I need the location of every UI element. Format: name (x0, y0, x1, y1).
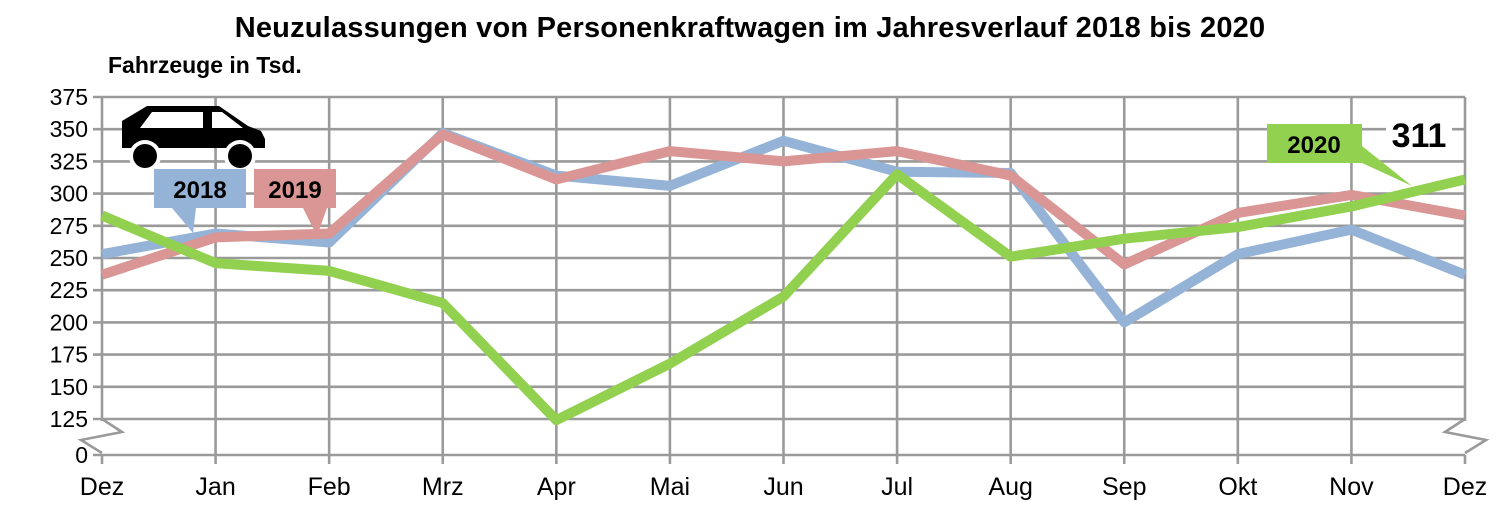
y-tick-label: 0 (75, 442, 88, 468)
callout-box-2020 (1267, 124, 1362, 163)
x-tick-label: Mrz (422, 473, 464, 501)
car-front-window (212, 112, 243, 128)
x-tick-label: Feb (308, 473, 351, 501)
x-tick-label: Apr (537, 473, 576, 501)
callout-label-2019: 2019 (268, 177, 321, 204)
series-line-2020 (100, 169, 1467, 426)
callout-box-2018 (154, 169, 246, 208)
end-value-backdrop (1386, 114, 1452, 152)
car-wheel (133, 144, 157, 168)
x-tick-label: Dez (80, 473, 124, 501)
x-tick-label: Okt (1218, 473, 1257, 501)
end-value-label: 311 (1392, 117, 1447, 155)
callout-pointer-2018 (172, 208, 196, 233)
series-line-2019 (100, 129, 1466, 280)
callout-box-2019 (254, 169, 336, 208)
callout-label-2020: 2020 (1287, 132, 1340, 159)
callout-pointer-2019 (303, 208, 327, 236)
y-tick-label: 375 (50, 84, 88, 110)
y-tick-label: 125 (50, 406, 88, 432)
x-tick-label: Aug (988, 473, 1032, 501)
x-tick-label: Nov (1329, 473, 1374, 501)
x-tick-label: Dez (1443, 473, 1487, 501)
x-tick-label: Mai (650, 473, 690, 501)
y-tick-label: 200 (50, 309, 88, 335)
callout-pointer-2020 (1362, 146, 1412, 186)
chart-title: Neuzulassungen von Personenkraftwagen im… (234, 12, 1266, 44)
y-tick-label: 325 (50, 148, 88, 174)
series-line-2018 (101, 128, 1467, 328)
y-tick-label: 350 (50, 116, 88, 142)
y-tick-label: 150 (50, 374, 88, 400)
axis-break-left-icon (77, 417, 126, 455)
callout-label-2018: 2018 (173, 177, 226, 204)
y-tick-label: 300 (50, 181, 88, 207)
y-tick-label: 175 (50, 342, 88, 368)
y-tick-label: 275 (50, 213, 88, 239)
y-axis-unit-label: Fahrzeuge in Tsd. (108, 52, 302, 78)
axis-break-right-icon (1441, 417, 1490, 455)
x-tick-label: Jun (763, 473, 803, 501)
x-tick-label: Jan (195, 473, 235, 501)
car-rear-window (140, 112, 203, 128)
x-tick-label: Jul (881, 473, 913, 501)
x-tick-label: Sep (1102, 473, 1146, 501)
car-wheel (228, 144, 252, 168)
y-tick-label: 225 (50, 277, 88, 303)
y-tick-label: 250 (50, 245, 88, 271)
